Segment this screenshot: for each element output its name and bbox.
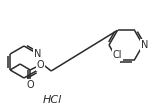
Text: Cl: Cl xyxy=(113,50,122,60)
Text: HCl: HCl xyxy=(42,95,62,105)
Text: N: N xyxy=(141,40,148,50)
Text: N: N xyxy=(34,49,41,59)
Text: O: O xyxy=(26,80,34,90)
Text: O: O xyxy=(36,60,44,70)
